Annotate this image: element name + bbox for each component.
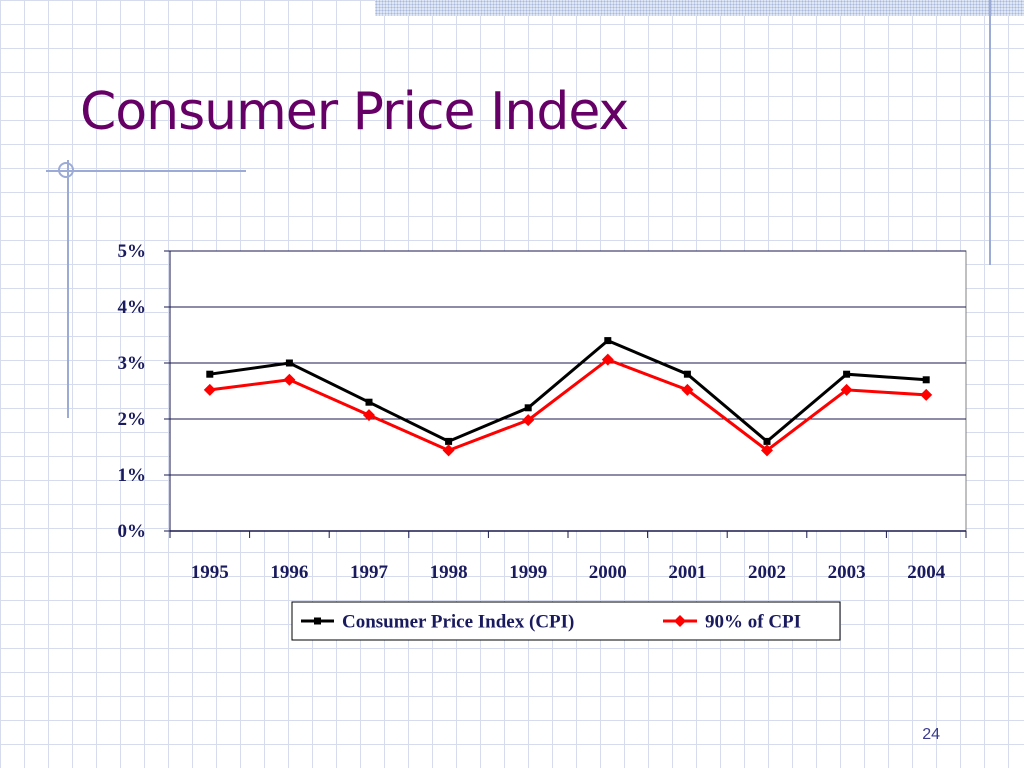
legend-marker-square	[314, 617, 321, 625]
data-point-diamond	[601, 353, 614, 366]
x-tick-label: 2000	[589, 562, 627, 583]
data-point-diamond	[442, 444, 455, 457]
x-tick-label: 2002	[748, 562, 786, 583]
y-tick-label: 2%	[118, 409, 147, 430]
y-tick-label: 1%	[118, 465, 147, 486]
top-decorative-band	[375, 0, 1024, 16]
data-point-diamond	[840, 383, 853, 396]
data-point-square	[763, 437, 771, 445]
left-decorative-line	[67, 160, 69, 418]
x-tick-label: 1996	[270, 562, 308, 583]
y-tick-label: 4%	[118, 297, 147, 318]
slide-title: Consumer Price Index	[80, 82, 629, 142]
title-underline	[46, 170, 246, 172]
slide-number: 24	[922, 726, 940, 743]
data-point-square	[206, 370, 214, 378]
data-point-square	[445, 437, 453, 445]
y-tick-label: 0%	[118, 521, 147, 542]
series-line	[209, 338, 927, 444]
data-point-diamond	[522, 414, 535, 427]
data-point-square	[285, 359, 293, 367]
data-point-diamond	[761, 444, 773, 457]
legend-label: 90% of CPI	[705, 612, 801, 633]
data-point-square	[365, 398, 373, 406]
data-point-diamond	[920, 388, 933, 401]
data-point-square	[524, 404, 532, 412]
decorative-circle-icon	[58, 162, 74, 178]
data-point-diamond	[283, 373, 296, 386]
y-tick-label: 3%	[118, 353, 147, 374]
x-tick-label: 2001	[668, 562, 706, 583]
data-point-square	[843, 370, 851, 378]
series-line	[209, 357, 927, 453]
x-tick-label: 1997	[350, 562, 389, 583]
x-tick-label: 2003	[828, 562, 866, 583]
y-tick-label: 5%	[118, 241, 147, 262]
data-point-square	[922, 376, 930, 384]
data-point-square	[604, 337, 612, 345]
x-tick-label: 1995	[191, 562, 229, 583]
data-point-diamond	[203, 383, 216, 396]
x-tick-label: 2004	[907, 562, 946, 583]
legend-box	[291, 601, 841, 641]
legend-marker-diamond	[674, 615, 686, 627]
data-point-diamond	[363, 409, 375, 422]
right-decorative-line	[989, 0, 991, 265]
x-tick-label: 1998	[430, 562, 468, 583]
data-point-square	[683, 370, 691, 378]
x-tick-label: 1999	[509, 562, 547, 583]
legend-label: Consumer Price Index (CPI)	[342, 612, 574, 633]
data-point-diamond	[681, 383, 694, 396]
